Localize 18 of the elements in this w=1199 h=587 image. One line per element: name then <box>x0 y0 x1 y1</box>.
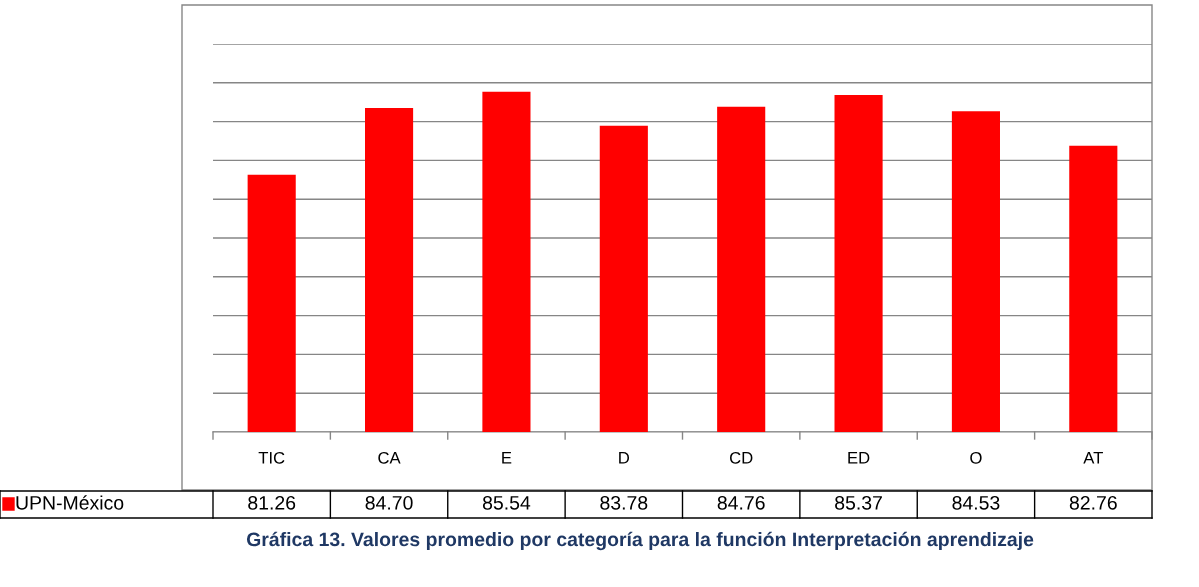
x-tick-label: AT <box>1083 452 1103 464</box>
data-label: 82.76 <box>1069 495 1117 510</box>
legend-label: UPN-México <box>16 495 124 510</box>
data-label: 85.54 <box>482 495 531 510</box>
x-tick-label: O <box>970 451 982 464</box>
x-tick-label: D <box>619 452 630 464</box>
data-label: 85.37 <box>835 495 882 510</box>
data-label: 84.70 <box>365 495 413 510</box>
data-label: 81.26 <box>248 495 296 510</box>
data-label: 83.78 <box>600 495 648 510</box>
text: Gráfica 13. Valores promedio por categoría para la función Interpretación aprendizaje <box>246 531 1034 551</box>
data-label: 84.76 <box>717 495 765 510</box>
x-tick-label: E <box>502 452 512 464</box>
x-tick-label: ED <box>848 452 870 464</box>
x-tick-label: CD <box>730 451 753 464</box>
x-tick-label: CA <box>378 451 401 464</box>
data-label: 84.53 <box>952 495 1000 510</box>
x-tick-label: TIC <box>258 451 285 464</box>
